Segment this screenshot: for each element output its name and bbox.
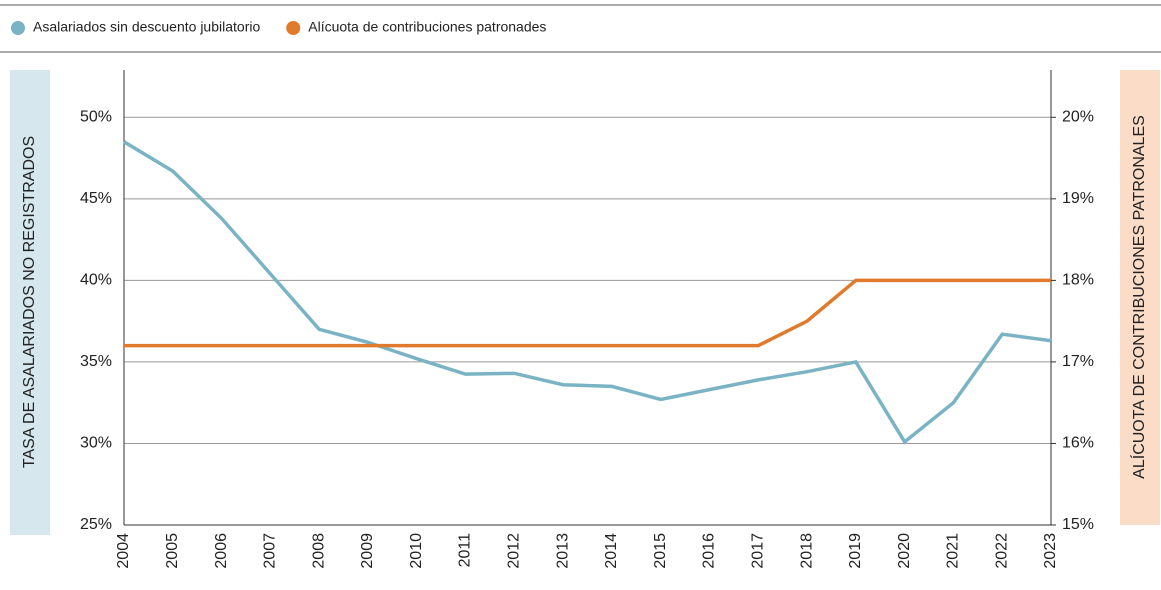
- y2-tick-label: 18%: [1062, 272, 1094, 289]
- x-tick-label: 2017: [749, 533, 766, 569]
- x-tick-label: 2008: [310, 533, 327, 569]
- x-tick-label: 2013: [554, 533, 571, 569]
- x-tick-label: 2004: [115, 533, 132, 569]
- x-tick-label: 2012: [506, 533, 523, 569]
- legend-marker: [11, 21, 25, 35]
- y2-label-box: [1120, 70, 1160, 525]
- x-tick-label: 2011: [457, 533, 474, 568]
- x-tick-label: 2021: [945, 533, 962, 569]
- y-axis-title: TASA DE ASALARIADOS NO REGISTRADOS: [21, 136, 38, 468]
- x-tick-label: 2022: [993, 533, 1010, 569]
- y2-tick-label: 20%: [1062, 109, 1094, 126]
- y-tick-label: 45%: [80, 190, 112, 207]
- y2-tick-label: 17%: [1062, 353, 1094, 370]
- x-tick-label: 2015: [652, 533, 669, 569]
- series-line: [124, 278, 1051, 348]
- x-tick-label: 2019: [847, 533, 864, 569]
- y-tick-label: 35%: [80, 353, 112, 370]
- x-tick-label: 2006: [213, 533, 230, 569]
- x-tick-label: 2014: [603, 533, 620, 569]
- x-tick-label: 2020: [896, 533, 913, 569]
- x-tick-label: 2009: [359, 533, 376, 569]
- x-tick-label: 2016: [701, 533, 718, 569]
- y2-tick-label: 19%: [1062, 190, 1094, 207]
- y2-tick-label: 16%: [1062, 435, 1094, 452]
- x-tick-label: 2018: [798, 533, 815, 569]
- legend-label: Alícuota de contribuciones patronades: [308, 19, 546, 35]
- y-tick-label: 30%: [80, 435, 112, 452]
- y-tick-label: 40%: [80, 272, 112, 289]
- y2-axis-title: ALÍCUOTA DE CONTRIBUCIONES PATRONALES: [1129, 115, 1148, 479]
- x-tick-label: 2005: [164, 533, 181, 569]
- y-tick-label: 25%: [80, 516, 112, 533]
- y2-tick-label: 15%: [1062, 516, 1094, 533]
- x-tick-label: 2023: [1042, 533, 1059, 569]
- y-tick-label: 50%: [80, 109, 112, 126]
- x-tick-label: 2007: [262, 533, 279, 569]
- series-line: [123, 140, 1052, 445]
- legend-label: Asalariados sin descuento jubilatorio: [33, 19, 260, 35]
- x-tick-label: 2010: [408, 533, 425, 569]
- legend-marker: [286, 21, 301, 35]
- y-label-box: [10, 70, 50, 535]
